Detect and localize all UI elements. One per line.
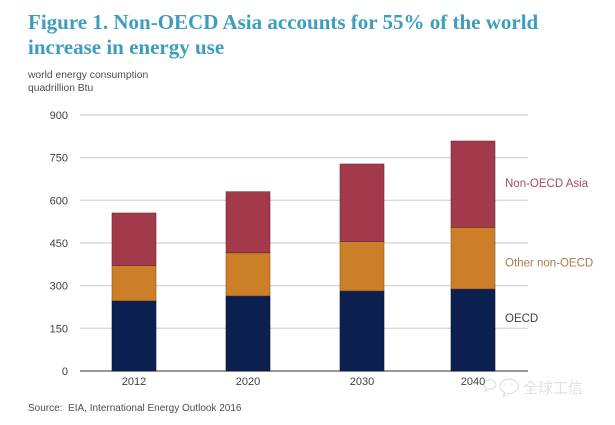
svg-text:750: 750 [50,153,68,165]
svg-text:OECD: OECD [505,313,538,325]
svg-text:450: 450 [50,238,68,250]
svg-text:900: 900 [50,110,68,122]
svg-text:2040: 2040 [461,376,485,388]
svg-text:2030: 2030 [350,376,374,388]
svg-text:0: 0 [62,366,68,378]
svg-text:300: 300 [50,281,68,293]
svg-text:2020: 2020 [236,376,260,388]
svg-text:全球工信: 全球工信 [523,379,583,397]
svg-text:600: 600 [50,195,68,207]
svg-text:150: 150 [50,323,68,335]
svg-text:Other non-OECD: Other non-OECD [505,258,593,270]
svg-text:2012: 2012 [122,376,146,388]
svg-text:Non-OECD Asia: Non-OECD Asia [505,178,589,190]
